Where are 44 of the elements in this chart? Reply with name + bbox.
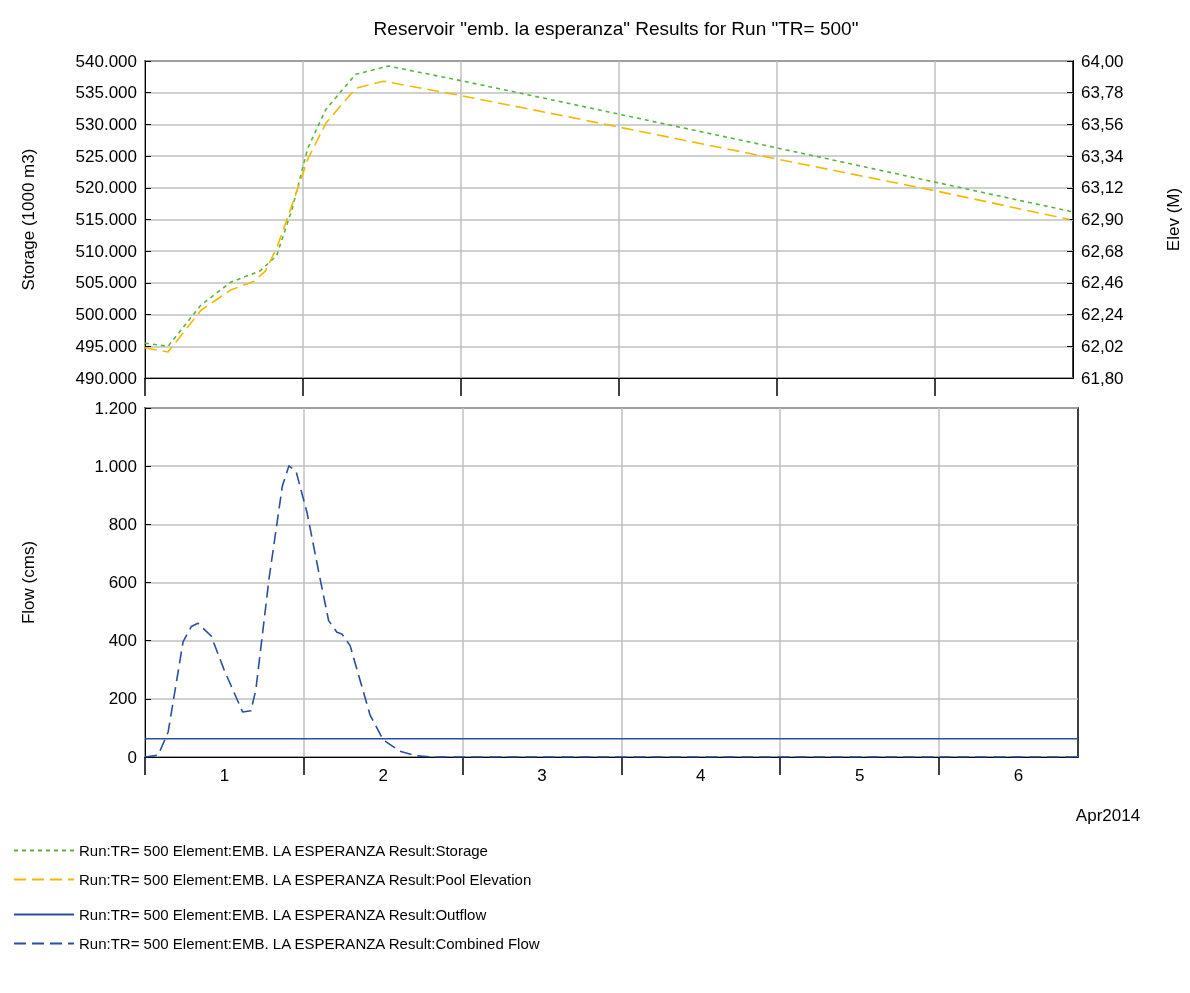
y-tick-label: 500.000	[75, 305, 137, 325]
y-tick-label: 600	[108, 573, 137, 592]
y-tick-label: 400	[108, 631, 137, 651]
y-axis-title: Flow (cms)	[19, 540, 38, 625]
x-tick-label: 2	[378, 766, 388, 785]
y-tick-label: 800	[108, 514, 137, 534]
y-tick-label: 0	[127, 747, 137, 767]
y-tick-label: 510.000	[75, 241, 137, 261]
y2-tick-label: 63,56	[1081, 114, 1124, 134]
x-axis-title: Apr2014	[1075, 806, 1141, 825]
legend-label: Run:TR= 500 Element:EMB. LA ESPERANZA Result:Pool Elevation	[79, 871, 532, 888]
x-tick-label: 1	[219, 766, 230, 785]
x-tick-label: 6	[1013, 766, 1024, 785]
legend-label: Run:TR= 500 Element:EMB. LA ESPERANZA Result:Combined Flow	[79, 935, 540, 952]
x-tick-label: 3	[537, 766, 547, 785]
y2-tick-label: 62,90	[1081, 210, 1124, 229]
y-tick-label: 520.000	[75, 178, 137, 198]
y2-tick-label: 62,02	[1081, 336, 1124, 356]
y-tick-label: 525.000	[75, 146, 137, 166]
x-tick-label: 5	[854, 766, 865, 785]
y2-tick-label: 61,80	[1081, 368, 1124, 388]
y2-tick-label: 62,68	[1081, 241, 1124, 261]
y-tick-label: 505.000	[75, 273, 137, 293]
x-tick-label: 4	[696, 766, 706, 785]
y2-tick-label: 63,12	[1081, 178, 1124, 198]
y2-tick-label: 64,00	[1081, 51, 1124, 71]
y-tick-label: 495.000	[75, 336, 137, 356]
legend-label: Run:TR= 500 Element:EMB. LA ESPERANZA Result:Storage	[79, 842, 488, 859]
y-tick-label: 540.000	[75, 51, 137, 71]
y-tick-label: 200	[108, 689, 137, 709]
y-tick-label: 490.000	[75, 368, 137, 388]
y2-tick-label: 62,46	[1081, 273, 1124, 293]
y2-axis-title: Elev (M)	[1164, 187, 1183, 252]
y2-tick-label: 63,78	[1081, 83, 1124, 103]
chart-title: Reservoir "emb. la esperanza" Results for Run "TR= 500"	[373, 18, 859, 39]
y2-tick-label: 62,24	[1081, 305, 1124, 325]
y2-tick-label: 63,34	[1081, 146, 1124, 166]
y-tick-label: 530.000	[75, 114, 137, 134]
legend-label: Run:TR= 500 Element:EMB. LA ESPERANZA Result:Outflow	[79, 906, 487, 923]
y-axis-title: Storage (1000 m3)	[19, 148, 38, 291]
y-tick-label: 1.200	[94, 398, 137, 418]
y-tick-label: 1.000	[94, 456, 137, 476]
y-tick-label: 515.000	[75, 210, 137, 229]
y-tick-label: 535.000	[75, 83, 137, 103]
